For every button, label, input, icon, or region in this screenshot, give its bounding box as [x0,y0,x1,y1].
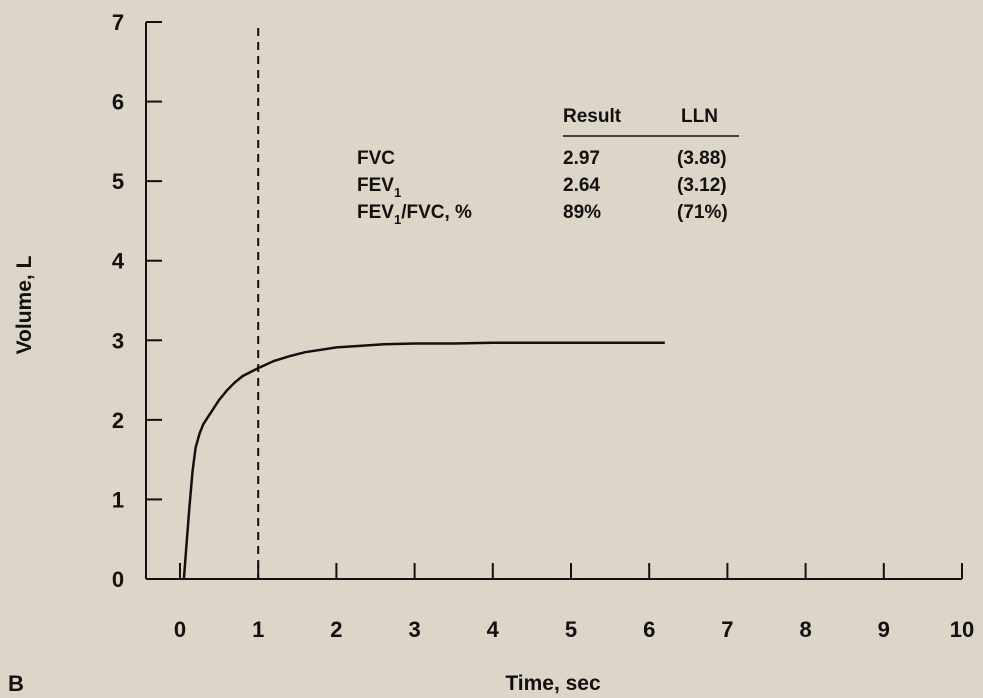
y-tick-label: 3 [112,328,124,353]
x-tick-label: 9 [878,617,890,642]
x-tick-label: 10 [950,617,974,642]
x-tick-label: 4 [487,617,500,642]
y-tick-label: 2 [112,408,124,433]
row-fev1-result: 2.64 [563,175,600,196]
row-ratio-lln: (71%) [677,202,728,223]
x-tick-label: 2 [330,617,342,642]
y-axis-label: Volume, L [13,255,36,354]
table-header-result: Result [563,106,622,127]
x-tick-label: 3 [408,617,420,642]
y-ticks: 0 1 2 3 4 5 6 7 [112,10,162,592]
axes [145,22,962,580]
results-table: Result LLN FVC 2.97 (3.88) FEV1 2.64 (3.… [357,106,739,227]
row-fev1-lln: (3.12) [677,175,727,196]
table-header-lln: LLN [681,106,718,127]
x-tick-label: 8 [799,617,811,642]
row-fvc-lln: (3.88) [677,148,727,169]
y-tick-label: 4 [112,249,125,274]
x-ticks: 0 1 2 3 4 5 6 7 8 9 10 [174,563,974,642]
row-fvc-result: 2.97 [563,148,600,169]
row-ratio-label: FEV1/FVC, % [357,202,472,227]
x-tick-label: 7 [721,617,733,642]
y-tick-label: 0 [112,567,124,592]
panel-label: B [8,671,24,696]
row-fvc-label: FVC [357,148,395,169]
x-tick-label: 6 [643,617,655,642]
x-tick-label: 0 [174,617,186,642]
y-tick-label: 1 [112,487,124,512]
row-fev1-label: FEV1 [357,175,401,200]
y-tick-label: 5 [112,169,124,194]
y-tick-label: 6 [112,90,124,115]
x-axis-label: Time, sec [505,672,601,695]
volume-time-curve [182,341,665,580]
x-tick-label: 1 [252,617,264,642]
row-ratio-result: 89% [563,202,601,223]
y-tick-label: 7 [112,10,124,35]
x-tick-label: 5 [565,617,577,642]
